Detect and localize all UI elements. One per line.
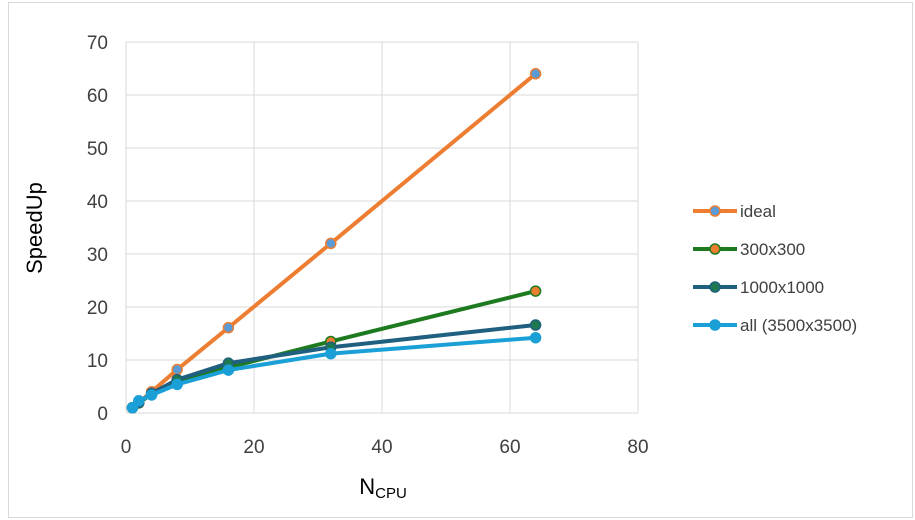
- legend-label: ideal: [740, 202, 776, 221]
- legend-item: 1000x1000: [693, 278, 824, 297]
- data-point: [171, 378, 183, 391]
- legend-marker: [709, 205, 721, 217]
- x-tick-label: 40: [371, 437, 392, 458]
- x-tick-label: 80: [627, 437, 648, 458]
- y-tick-label: 40: [87, 192, 108, 213]
- legend-item: 300x300: [693, 240, 805, 259]
- data-point: [222, 321, 235, 334]
- legend-marker: [709, 243, 721, 255]
- data-point: [529, 319, 542, 331]
- legend-label: all (3500x3500): [740, 316, 857, 335]
- y-tick-label: 20: [87, 298, 108, 319]
- data-point: [325, 237, 337, 250]
- legend-label: 1000x1000: [740, 278, 824, 297]
- x-tick-label: 0: [121, 437, 132, 458]
- tick-labels: 0 10 20 30 40 50 60 70 0 20 40 60 80: [87, 33, 649, 458]
- legend-item: ideal: [693, 202, 776, 221]
- data-point: [171, 363, 183, 376]
- y-tick-label: 30: [87, 245, 108, 266]
- legend-marker: [709, 319, 721, 331]
- y-tick-label: 50: [87, 139, 108, 160]
- series-4: [126, 331, 542, 414]
- y-tick-label: 10: [87, 351, 108, 372]
- chart-area: [8, 2, 913, 518]
- data-point: [325, 347, 337, 360]
- x-axis-title-main: N: [359, 474, 375, 499]
- x-axis-title: NCPU: [359, 474, 407, 502]
- data-point: [145, 389, 158, 401]
- y-tick-label: 0: [97, 404, 108, 425]
- x-tick-label: 20: [243, 437, 264, 458]
- legend-item: all (3500x3500): [693, 316, 857, 335]
- gridlines: [125, 41, 639, 414]
- data-point: [222, 364, 235, 376]
- data-point: [126, 401, 139, 414]
- y-tick-label: 60: [87, 86, 108, 107]
- data-point: [529, 285, 542, 297]
- series-1: [126, 68, 542, 414]
- data-point: [529, 68, 542, 80]
- y-tick-label: 70: [87, 33, 108, 54]
- legend-label: 300x300: [740, 240, 805, 259]
- series-3: [126, 319, 542, 414]
- legend: ideal 300x300 1000x1000 all (3500x3500): [693, 202, 857, 335]
- legend-marker: [709, 281, 721, 293]
- y-axis-title: SpeedUp: [22, 182, 47, 274]
- series-layer: [126, 68, 542, 414]
- data-point: [133, 395, 145, 407]
- x-tick-label: 60: [499, 437, 520, 458]
- x-axis-title-subscript: CPU: [375, 485, 407, 502]
- data-point: [529, 331, 542, 344]
